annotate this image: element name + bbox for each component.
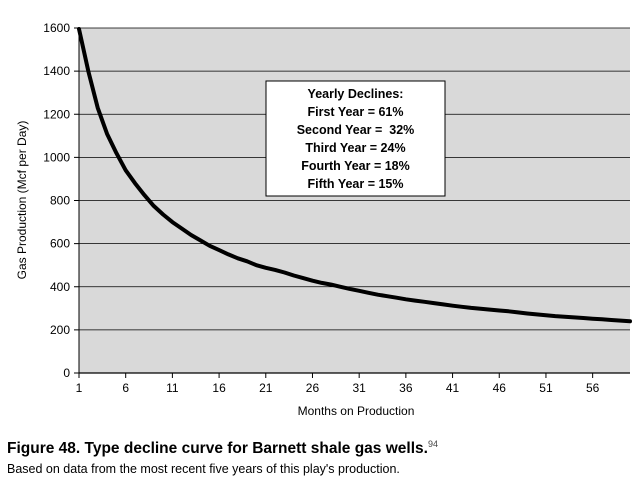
y-tick-labels: 0 200 400 600 800 1000 1200 1400 1600 bbox=[43, 21, 79, 380]
y-tick-label: 200 bbox=[50, 323, 70, 337]
annotation-line: Fifth Year = 15% bbox=[308, 177, 404, 191]
x-tick-label: 46 bbox=[493, 381, 507, 395]
x-tick-label: 56 bbox=[586, 381, 600, 395]
annotation-box bbox=[265, 80, 446, 197]
x-tick-label: 21 bbox=[259, 381, 273, 395]
figure-caption: Figure 48. Type decline curve for Barnet… bbox=[7, 434, 633, 478]
x-tick-label: 51 bbox=[539, 381, 553, 395]
caption-title-text: Figure 48. Type decline curve for Barnet… bbox=[7, 440, 428, 458]
y-tick-label: 0 bbox=[63, 366, 70, 380]
x-tick-label: 36 bbox=[399, 381, 413, 395]
annotation-line: Third Year = 24% bbox=[305, 141, 405, 155]
x-tick-label: 11 bbox=[166, 381, 179, 395]
y-tick-label: 1600 bbox=[43, 21, 70, 35]
x-tick-label: 26 bbox=[306, 381, 320, 395]
caption-footnote-ref: 94 bbox=[427, 439, 438, 449]
caption-title: Figure 48. Type decline curve for Barnet… bbox=[7, 434, 633, 459]
y-tick-label: 800 bbox=[50, 194, 70, 208]
annotation-line: Second Year = 32% bbox=[297, 123, 415, 137]
annotation-line: First Year = 61% bbox=[307, 105, 403, 119]
y-axis-label: Gas Production (Mcf per Day) bbox=[15, 121, 29, 280]
y-tick-label: 600 bbox=[50, 237, 70, 251]
x-axis-label: Months on Production bbox=[298, 404, 415, 418]
x-tick-labels: 1 6 11 16 21 26 31 36 41 46 51 56 bbox=[76, 373, 600, 395]
x-tick-label: 16 bbox=[212, 381, 226, 395]
annotation-line: Fourth Year = 18% bbox=[301, 159, 410, 173]
y-tick-label: 400 bbox=[50, 280, 70, 294]
y-tick-label: 1200 bbox=[43, 107, 70, 121]
series-line-decline-curve bbox=[77, 27, 632, 324]
x-tick-label: 31 bbox=[352, 381, 366, 395]
y-tick-label: 1400 bbox=[43, 64, 70, 78]
y-tick-label: 1000 bbox=[43, 150, 70, 164]
yearly-declines-annotation: Yearly Declines: First Year = 61% Second Y… bbox=[265, 80, 446, 197]
x-tick-label: 41 bbox=[446, 381, 460, 395]
x-tick-label: 6 bbox=[122, 381, 129, 395]
x-tick-label: 1 bbox=[76, 381, 83, 395]
annotation-line: Yearly Declines: bbox=[308, 87, 404, 101]
caption-subtitle: Based on data from the most recent five … bbox=[7, 462, 400, 477]
